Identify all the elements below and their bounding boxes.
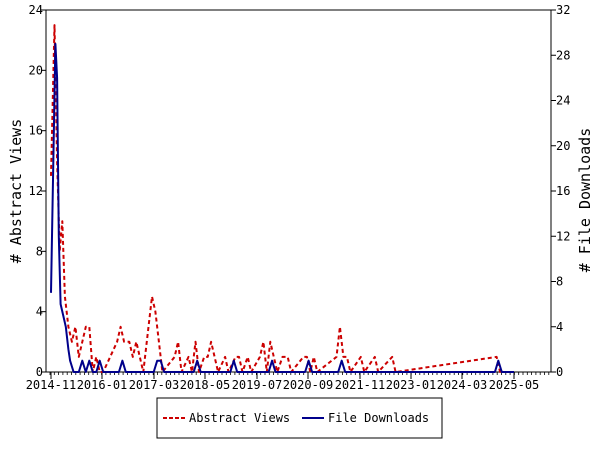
x-tick-label: 2023-01 <box>386 378 437 392</box>
right-tick-label: 28 <box>556 48 570 62</box>
x-tick-label: 2014-11 <box>26 378 77 392</box>
x-tick-label: 2025-05 <box>489 378 540 392</box>
x-tick-label: 2016-01 <box>77 378 128 392</box>
plot-frame <box>45 9 552 373</box>
x-axis-ticks: 2014-11 2016-01 2017-03 2018-05 2019-07 2020-… <box>26 372 550 392</box>
series-line-file-downloads <box>50 42 514 373</box>
right-axis-title: # File Downloads <box>576 128 594 273</box>
x-tick-label: 2018-05 <box>180 378 231 392</box>
series-layer <box>50 24 514 373</box>
left-tick-label: 8 <box>36 244 43 258</box>
right-tick-label: 0 <box>556 365 563 379</box>
left-tick-label: 4 <box>36 305 43 319</box>
legend: Abstract Views File Downloads <box>156 397 443 439</box>
right-tick-label: 20 <box>556 139 570 153</box>
right-tick-label: 24 <box>556 94 570 108</box>
series-line-abstract-views <box>50 24 514 373</box>
right-tick-label: 16 <box>556 184 570 198</box>
x-tick-label: 2024-03 <box>437 378 488 392</box>
legend-file-downloads-label: File Downloads <box>328 411 429 425</box>
right-tick-label: 12 <box>556 229 570 243</box>
left-tick-label: 12 <box>29 184 43 198</box>
left-axis-ticks: 0 4 8 12 16 20 24 <box>29 3 46 379</box>
x-tick-label: 2021-11 <box>335 378 386 392</box>
left-tick-label: 20 <box>29 63 43 77</box>
legend-abstract-views-label: Abstract Views <box>189 411 290 425</box>
right-axis-ticks: 0 4 8 12 16 20 24 28 32 <box>551 3 570 379</box>
left-tick-label: 16 <box>29 124 43 138</box>
right-tick-label: 8 <box>556 275 563 289</box>
legend-box <box>156 397 443 439</box>
x-tick-label: 2019-07 <box>232 378 283 392</box>
x-tick-label: 2017-03 <box>129 378 180 392</box>
right-tick-label: 32 <box>556 3 570 17</box>
left-tick-label: 24 <box>29 3 43 17</box>
left-tick-label: 0 <box>36 365 43 379</box>
right-tick-label: 4 <box>556 320 563 334</box>
x-tick-label: 2020-09 <box>283 378 334 392</box>
left-axis-title: # Abstract Views <box>7 119 25 264</box>
